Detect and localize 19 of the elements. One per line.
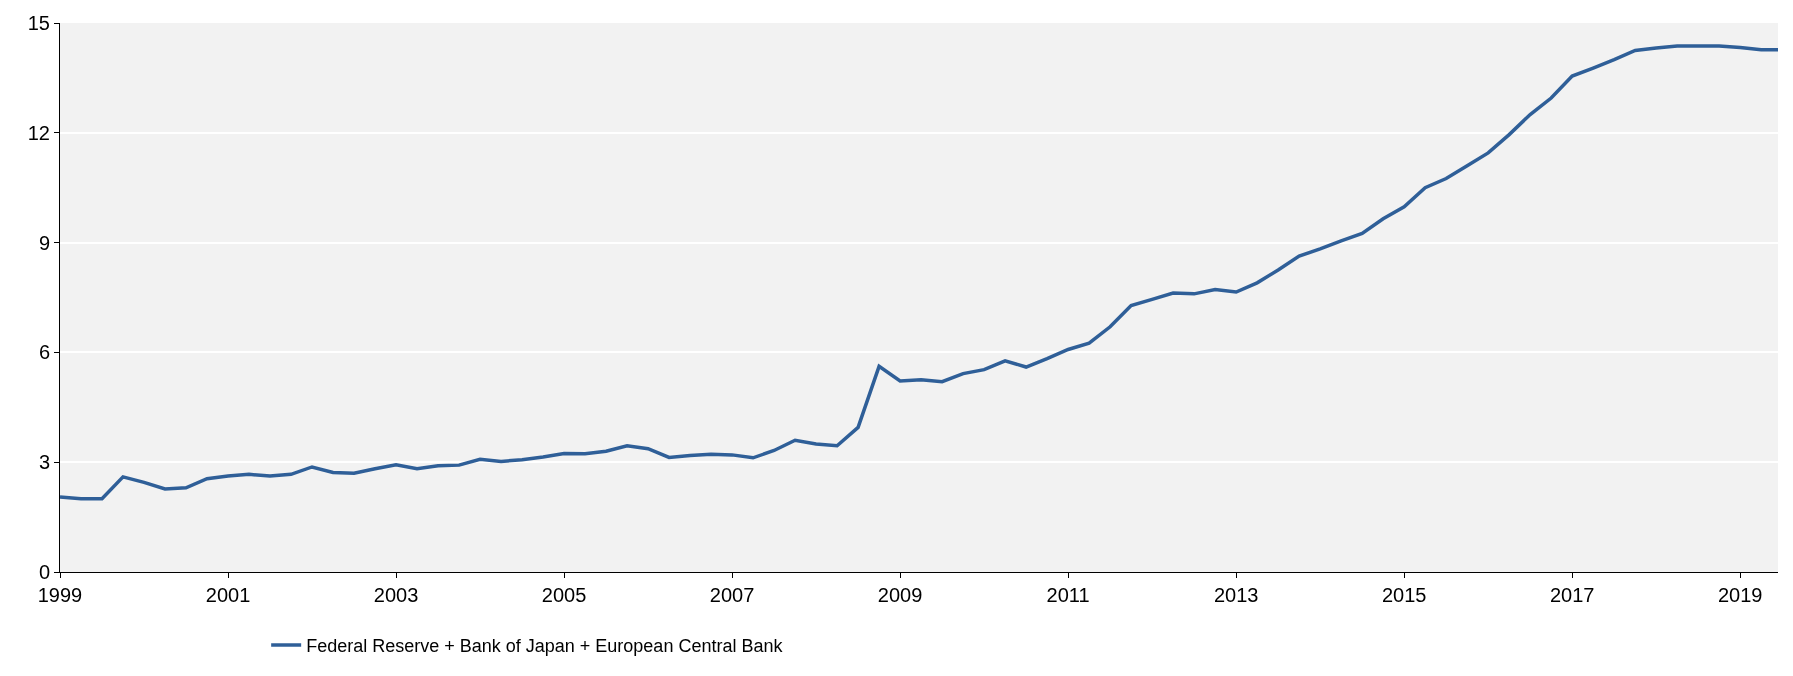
x-tick-label: 2005 xyxy=(541,584,587,606)
x-tick-label: 2013 xyxy=(1213,584,1259,606)
x-tick-label: 2011 xyxy=(1046,584,1090,606)
y-tick-label: 6 xyxy=(38,341,50,364)
legend-label: Federal Reserve + Bank of Japan + European Central Bank xyxy=(306,636,784,657)
x-tick-label: 2017 xyxy=(1549,584,1595,606)
y-tick-label: 0 xyxy=(38,561,50,583)
y-tick-label: 15 xyxy=(27,12,50,34)
line-series xyxy=(60,44,1778,501)
x-tick-label: 2001 xyxy=(205,584,251,606)
x-tick-label: 2003 xyxy=(373,584,419,606)
x-tick-label: 1999 xyxy=(37,584,83,606)
x-tick-label: 2009 xyxy=(877,584,923,606)
y-tick-label: 12 xyxy=(27,121,50,144)
x-tick-label: 2015 xyxy=(1381,584,1427,606)
x-tick-label: 2019 xyxy=(1717,584,1763,606)
y-tick-label: 9 xyxy=(38,231,50,254)
y-tick-label: 3 xyxy=(38,451,50,474)
x-tick-label: 2007 xyxy=(709,584,755,606)
